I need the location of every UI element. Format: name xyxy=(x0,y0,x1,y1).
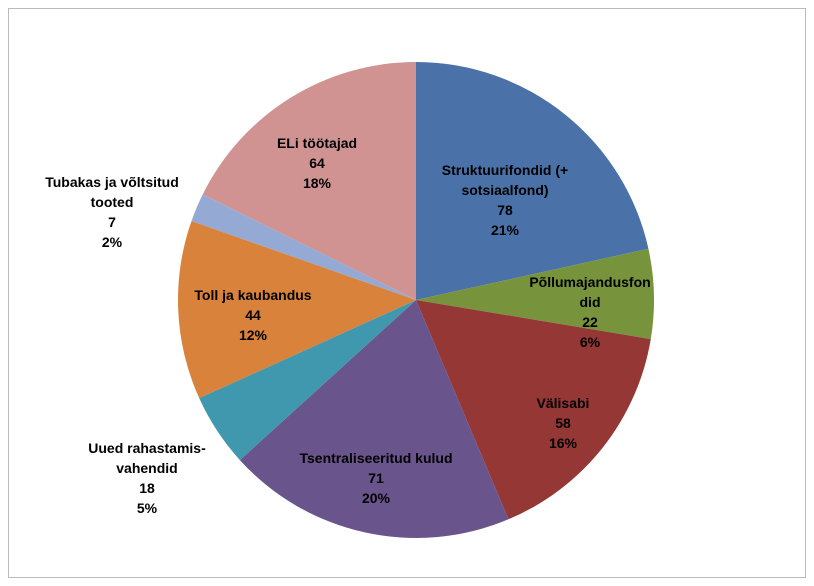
percent-label: 5% xyxy=(136,500,158,516)
percent-label: 16% xyxy=(548,435,578,451)
value-label: 22 xyxy=(582,314,598,330)
value-label: 58 xyxy=(555,415,571,431)
slice-label: Toll ja kaubandus 44 12% xyxy=(178,285,328,345)
slice-label: Tubakas ja võltsitud tooted 7 2% xyxy=(27,172,197,252)
percent-label: 6% xyxy=(579,334,601,350)
percent-label: 2% xyxy=(101,234,123,250)
category-label: Struktuurifondid (+ sotsiaalfond) xyxy=(441,162,569,198)
pie-slice xyxy=(416,248,654,340)
pie-slice xyxy=(416,300,651,520)
value-label: 78 xyxy=(497,202,513,218)
percent-label: 18% xyxy=(302,175,332,191)
percent-label: 20% xyxy=(361,490,391,506)
pie-slice xyxy=(199,300,416,461)
pie-slice xyxy=(202,62,416,300)
value-label: 64 xyxy=(309,155,325,171)
pie-slice xyxy=(178,220,416,399)
category-label: Toll ja kaubandus xyxy=(194,287,312,303)
category-label: Tsentraliseeritud kulud xyxy=(299,450,453,466)
value-label: 44 xyxy=(245,307,261,323)
slice-label: Uued rahastamis-vahendid 18 5% xyxy=(72,438,222,518)
pie-slice xyxy=(239,300,509,538)
category-label: Uued rahastamis-vahendid xyxy=(88,440,206,476)
value-label: 71 xyxy=(368,470,384,486)
value-label: 18 xyxy=(139,480,155,496)
percent-label: 12% xyxy=(238,327,268,343)
slice-label: Välisabi 58 16% xyxy=(508,393,618,453)
slice-label: ELi töötajad 64 18% xyxy=(257,133,377,193)
percent-label: 21% xyxy=(490,222,520,238)
slice-label: Struktuurifondid (+ sotsiaalfond) 78 21% xyxy=(420,160,590,240)
category-label: ELi töötajad xyxy=(276,135,358,151)
category-label: Põllumajandusfondid xyxy=(529,274,651,310)
pie-slice xyxy=(416,62,649,300)
value-label: 7 xyxy=(108,214,116,230)
category-label: Tubakas ja võltsitud tooted xyxy=(45,174,179,210)
pie-slice xyxy=(191,194,416,300)
slice-label: Põllumajandusfondid 22 6% xyxy=(526,272,654,352)
category-label: Välisabi xyxy=(536,395,590,411)
slice-label: Tsentraliseeritud kulud 71 20% xyxy=(291,448,461,508)
